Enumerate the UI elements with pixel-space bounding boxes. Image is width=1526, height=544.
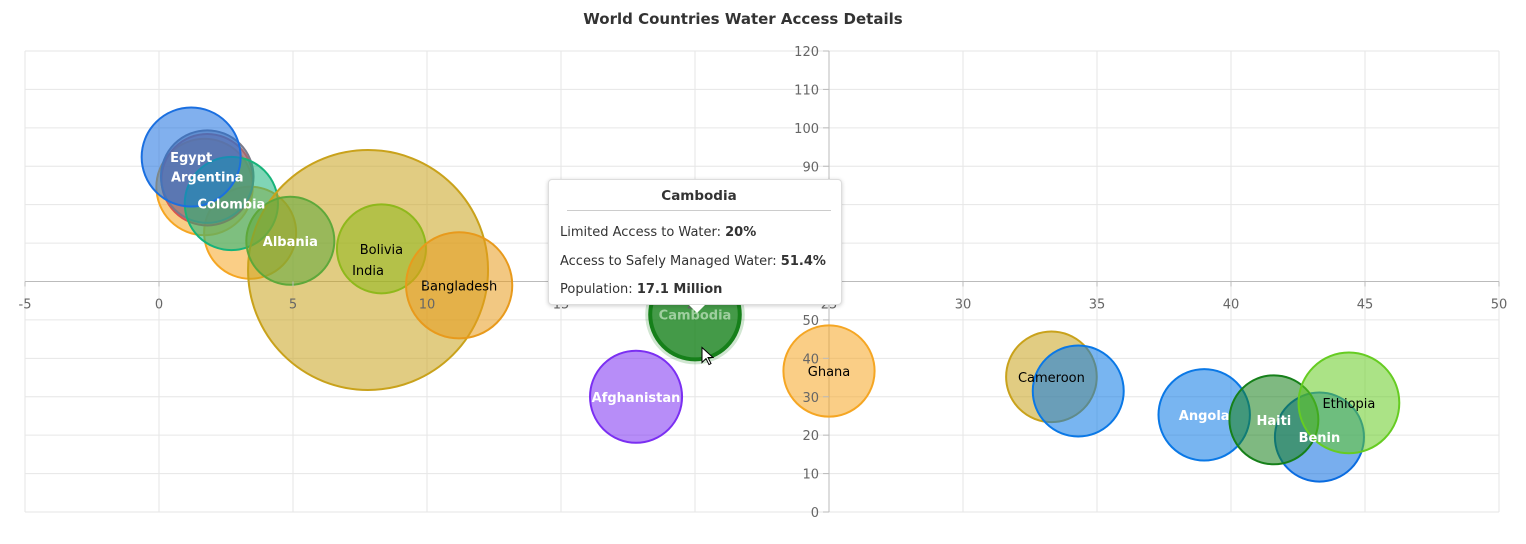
- tooltip-title: Cambodia: [567, 188, 831, 211]
- y-tick-label: 100: [794, 122, 819, 137]
- data-label: Egypt: [170, 151, 212, 166]
- x-tick-label: 5: [289, 298, 297, 313]
- y-tick-label: 20: [802, 429, 819, 444]
- y-tick-label: 40: [802, 352, 819, 367]
- y-tick-label: 50: [802, 314, 819, 329]
- data-label: Benin: [1299, 431, 1341, 446]
- x-tick-label: 50: [1491, 298, 1508, 313]
- data-label: Argentina: [171, 171, 244, 186]
- y-tick-label: 90: [802, 160, 819, 175]
- x-tick-label: 40: [1223, 298, 1240, 313]
- y-tick-label: 30: [802, 391, 819, 406]
- tooltip-row: Limited Access to Water: 20%: [560, 225, 757, 240]
- data-label: Bolivia: [360, 243, 403, 258]
- data-label: Bangladesh: [421, 279, 497, 294]
- data-label: Cambodia: [659, 309, 732, 324]
- data-label: Haiti: [1256, 414, 1291, 429]
- y-tick-label: 10: [802, 468, 819, 483]
- bubble-bangladesh: [405, 231, 514, 340]
- tooltip: Cambodia Limited Access to Water: 20% Ac…: [548, 179, 842, 313]
- bubble-unlabeled: [1031, 344, 1125, 438]
- x-tick-label: 30: [955, 298, 972, 313]
- tooltip-row: Access to Safely Managed Water: 51.4%: [560, 253, 826, 269]
- bubble-albania: [245, 195, 336, 286]
- y-tick-label: 0: [811, 506, 819, 521]
- y-tick-label: 110: [794, 83, 819, 98]
- data-label: Albania: [263, 235, 318, 250]
- x-tick-label: 0: [155, 298, 163, 313]
- tooltip-row: Population: 17.1 Million: [560, 282, 723, 297]
- bubble-egypt: [140, 106, 242, 208]
- x-tick-label: 35: [1089, 298, 1106, 313]
- data-label: Angola: [1179, 409, 1230, 424]
- x-tick-label: 45: [1357, 298, 1374, 313]
- mouse-cursor-icon: [701, 346, 715, 366]
- bubble-afghanistan: [589, 349, 684, 444]
- x-tick-label: -5: [19, 298, 32, 313]
- data-label: Ethiopia: [1322, 397, 1375, 412]
- y-tick-label: 120: [794, 45, 819, 60]
- data-label: Colombia: [197, 198, 265, 213]
- x-tick-label: 10: [419, 298, 436, 313]
- data-label: Cameroon: [1018, 371, 1085, 386]
- chart-title: World Countries Water Access Details: [583, 10, 903, 28]
- bubble-ethiopia: [1297, 351, 1401, 455]
- data-label: Afghanistan: [592, 391, 681, 406]
- bubble-ghana: [782, 324, 876, 418]
- data-label: Ghana: [808, 365, 851, 380]
- data-label: India: [352, 264, 384, 279]
